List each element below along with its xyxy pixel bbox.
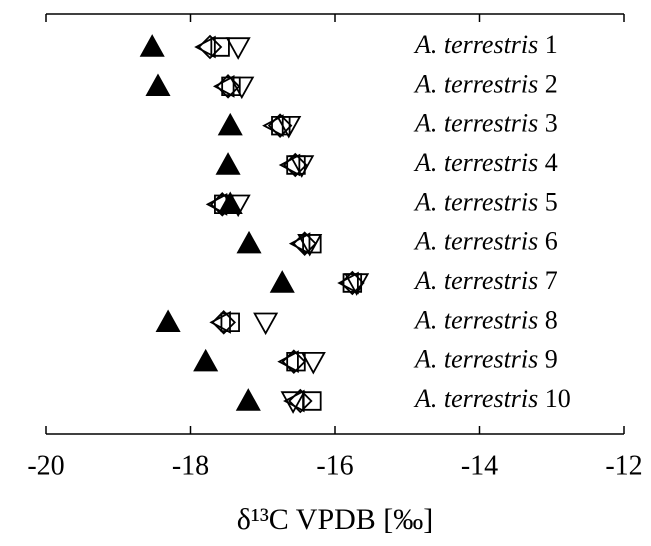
marker: [276, 115, 302, 139]
marker: [286, 351, 306, 372]
marker: [300, 351, 326, 375]
marker: [289, 155, 315, 178]
row-label: A. terrestris 6: [413, 227, 558, 256]
marker: [145, 73, 171, 97]
marker: [344, 273, 370, 296]
marker: [225, 194, 251, 218]
row-label-name: A. terrestris: [413, 266, 545, 295]
row-label-name: A. terrestris: [413, 30, 545, 59]
row-label-number: 8: [545, 305, 558, 334]
marker: [215, 74, 241, 99]
marker: [210, 37, 230, 57]
marker: [302, 391, 322, 411]
row-label: A. terrestris 9: [413, 345, 558, 374]
row-label-name: A. terrestris: [413, 384, 545, 413]
row-label-number: 4: [545, 148, 558, 177]
marker: [262, 114, 284, 138]
x-tick-label: -18: [172, 450, 209, 481]
row-label-number: 6: [545, 227, 558, 256]
marker: [288, 388, 313, 414]
x-tick-label: -14: [461, 450, 498, 481]
row-label-name: A. terrestris: [413, 305, 545, 334]
x-tick-label: -12: [605, 450, 642, 481]
row-label-name: A. terrestris: [413, 109, 545, 138]
x-tick-label: -16: [316, 450, 353, 481]
marker: [139, 34, 165, 57]
marker: [253, 312, 279, 336]
row-label: A. terrestris 8: [413, 305, 558, 334]
row-label-number: 3: [545, 109, 558, 138]
row-label: A. terrestris 5: [413, 187, 558, 216]
row-label: A. terrestris 7: [413, 266, 558, 295]
marker: [297, 233, 323, 257]
row-label-name: A. terrestris: [413, 148, 545, 177]
marker: [340, 270, 365, 296]
marker: [225, 37, 251, 60]
marker: [197, 34, 223, 60]
row-label: A. terrestris 1: [413, 30, 558, 59]
marker: [155, 309, 181, 333]
row-label-number: 10: [545, 384, 571, 413]
marker: [269, 270, 295, 293]
row-label-name: A. terrestris: [413, 69, 545, 98]
row-label-number: 7: [545, 266, 558, 295]
row-label: A. terrestris 10: [413, 384, 571, 413]
marker: [220, 312, 240, 333]
marker: [211, 310, 237, 335]
marker: [194, 35, 216, 59]
row-label: A. terrestris 3: [413, 109, 558, 138]
marker: [217, 112, 243, 136]
x-axis-label: δ¹³C VPDB [‰]: [237, 503, 434, 536]
row-label-name: A. terrestris: [413, 227, 545, 256]
row-label-name: A. terrestris: [413, 345, 545, 374]
row-label-number: 9: [545, 345, 558, 374]
row-label-name: A. terrestris: [413, 187, 545, 216]
marker: [236, 230, 262, 254]
marker: [229, 76, 255, 100]
marker: [212, 74, 235, 98]
marker: [235, 388, 261, 411]
row-label-number: 1: [545, 30, 558, 59]
row-label-number: 2: [545, 69, 558, 98]
x-tick-label: -20: [27, 450, 64, 481]
marker: [292, 231, 317, 256]
marker: [280, 391, 306, 414]
row-label: A. terrestris 2: [413, 69, 558, 98]
marker: [193, 348, 219, 372]
row-label: A. terrestris 4: [413, 148, 558, 177]
marker: [215, 152, 241, 175]
row-label-number: 5: [545, 187, 558, 216]
